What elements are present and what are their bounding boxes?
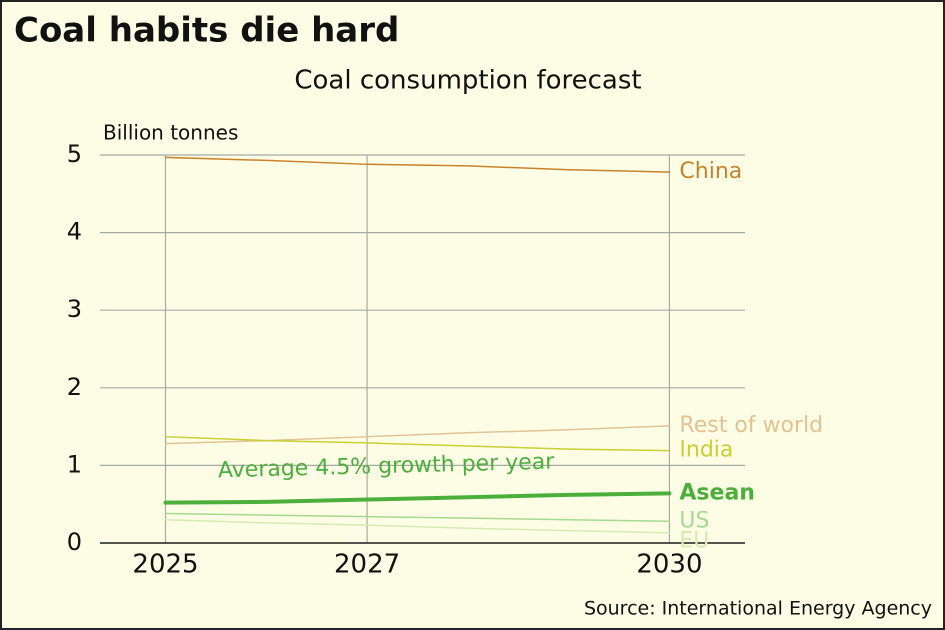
y-tick-label: 5 xyxy=(67,140,82,168)
series-line xyxy=(164,156,671,173)
y-tick-label: 4 xyxy=(67,218,82,246)
series-line xyxy=(164,518,671,534)
x-tick-label: 2027 xyxy=(334,550,400,580)
y-tick-label: 0 xyxy=(67,528,82,556)
x-tick-label: 2030 xyxy=(636,550,702,580)
series-label: China xyxy=(679,159,742,184)
y-tick-label: 3 xyxy=(67,295,82,323)
x-tick-label: 2025 xyxy=(132,550,198,580)
series-label: US xyxy=(679,508,709,533)
series-label: Asean xyxy=(679,480,755,505)
series-line xyxy=(164,425,671,445)
series-label: India xyxy=(679,438,733,463)
series-label: Rest of world xyxy=(679,413,823,438)
chart-title: Coal habits die hard xyxy=(14,11,399,51)
series-line xyxy=(163,491,672,505)
series-label: EU xyxy=(679,528,709,553)
y-tick-label: 2 xyxy=(67,373,82,401)
source: Source: International Energy Agency xyxy=(584,598,932,620)
series-line xyxy=(164,512,671,523)
chart-subtitle: Coal consumption forecast xyxy=(294,66,641,96)
y-axis-label: Billion tonnes xyxy=(103,121,238,145)
series-line xyxy=(164,435,671,452)
y-tick-label: 1 xyxy=(67,450,82,478)
